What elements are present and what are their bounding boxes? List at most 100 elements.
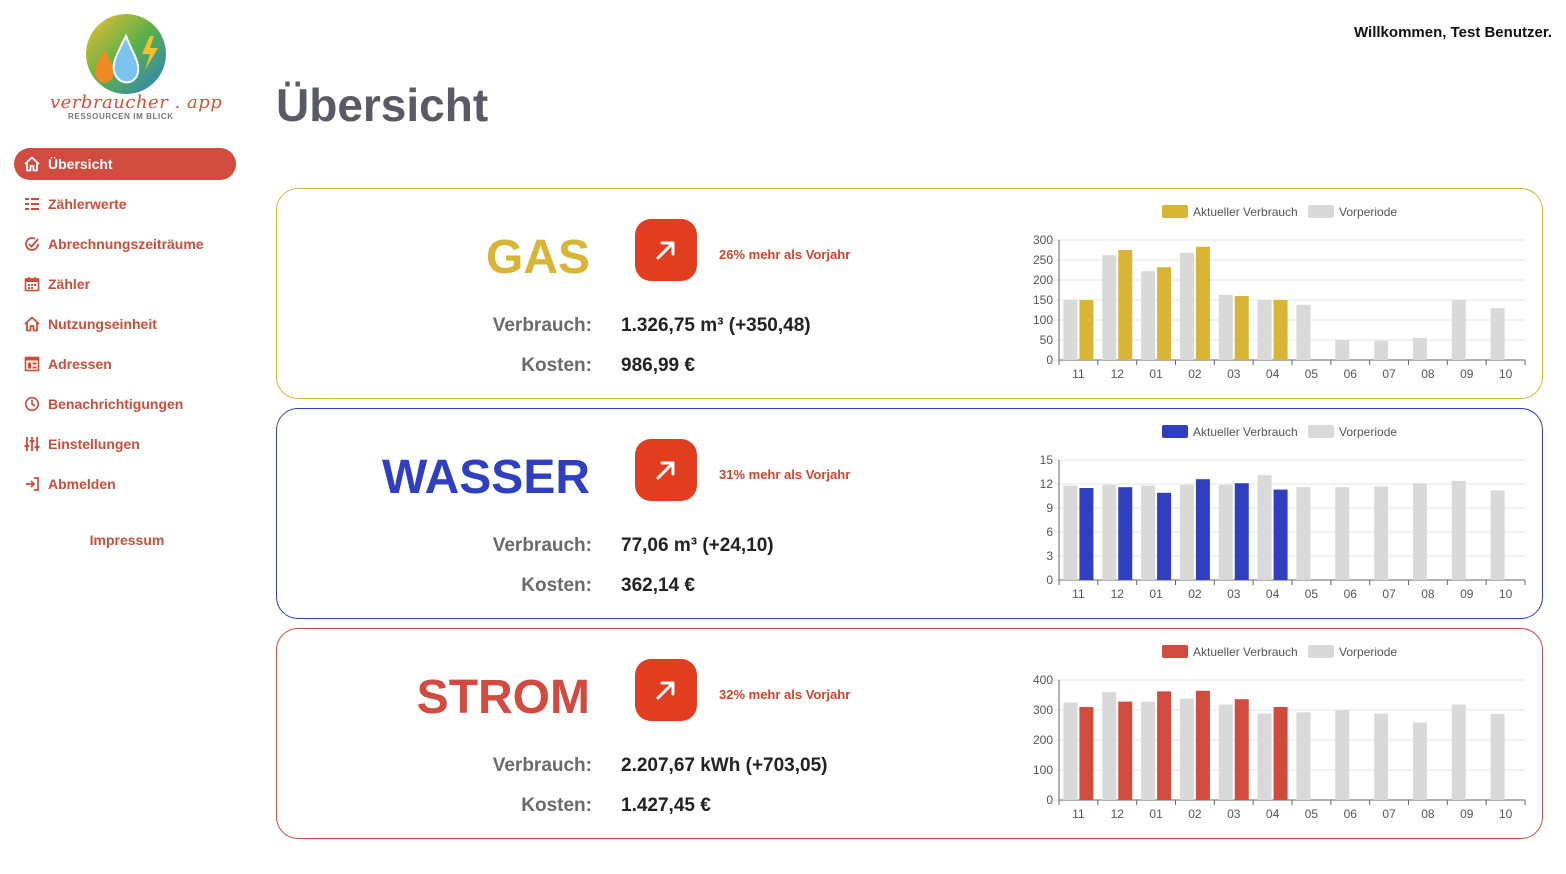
legend-swatch-current [1162,425,1188,438]
bar-previous [1102,692,1117,800]
x-tick-label: 02 [1188,587,1202,601]
y-tick-label: 200 [1033,273,1053,287]
bar-previous [1063,300,1078,360]
bar-current [1079,707,1094,800]
legend-label-previous: Vorperiode [1339,645,1397,659]
bar-previous [1218,704,1233,800]
clock-icon [24,396,40,412]
sidebar-item-zaehler[interactable]: Zähler [14,268,236,300]
page-title: Übersicht [276,79,489,131]
logo-drops-icon [86,14,166,94]
x-tick-label: 08 [1421,807,1435,821]
x-tick-label: 08 [1421,587,1435,601]
sidebar-item-uebersicht[interactable]: Übersicht [14,148,236,180]
bar-current [1079,488,1094,580]
strom-title: STROM [416,671,590,724]
gas-trend-button[interactable] [635,219,697,281]
bar-previous [1141,701,1156,800]
wasser-trend-button[interactable] [635,439,697,501]
sidebar-item-label: Nutzungseinheit [48,316,157,332]
strom-trend-button[interactable] [635,659,697,721]
gas-trend-text: 26% mehr als Vorjahr [719,247,851,262]
bar-previous [1257,300,1272,360]
legend-swatch-previous [1308,645,1334,658]
logo-name: verbraucher . app [50,92,223,113]
x-tick-label: 11 [1072,367,1085,381]
bar-previous [1296,304,1311,360]
wasser-kosten-label: Kosten: [521,575,592,596]
x-tick-label: 09 [1460,367,1474,381]
x-tick-label: 01 [1149,807,1163,821]
sidebar-item-adressen[interactable]: Adressen [14,348,236,380]
bar-current [1195,479,1210,580]
y-tick-label: 0 [1046,353,1053,367]
sidebar-item-nutzungseinheit[interactable]: Nutzungseinheit [14,308,236,340]
legend-label-previous: Vorperiode [1339,205,1397,219]
logout-icon [24,476,40,492]
bar-previous [1141,271,1156,360]
x-tick-label: 07 [1382,587,1396,601]
x-tick-label: 03 [1227,587,1241,601]
bar-previous [1063,485,1078,580]
gas-card: GAS 26% mehr als Vorjahr Verbrauch: 1.32… [276,188,1543,399]
legend-swatch-current [1162,205,1188,218]
strom-kosten-label: Kosten: [521,795,592,816]
y-tick-label: 300 [1033,233,1053,247]
y-tick-label: 50 [1040,333,1054,347]
bar-previous [1374,340,1389,360]
x-tick-label: 12 [1111,587,1125,601]
sidebar-item-abmelden[interactable]: Abmelden [14,468,236,500]
impressum-link[interactable]: Impressum [89,532,165,548]
wasser-kosten-value: 362,14 € [621,575,695,596]
bar-current [1079,300,1094,360]
chart-legend: Aktueller Verbrauch Vorperiode [1162,425,1397,439]
bar-previous [1141,485,1156,580]
y-tick-label: 400 [1033,673,1053,687]
wasser-verbrauch-value: 77,06 m³ (+24,10) [621,535,774,556]
x-tick-label: 12 [1111,807,1125,821]
x-tick-label: 10 [1499,367,1513,381]
sidebar-item-abrechnungszeitraeume[interactable]: Abrechnungszeiträume [14,228,236,260]
x-tick-label: 09 [1460,807,1474,821]
sidebar-item-einstellungen[interactable]: Einstellungen [14,428,236,460]
legend-label-current: Aktueller Verbrauch [1193,645,1298,659]
x-tick-label: 02 [1188,367,1202,381]
bar-current [1118,701,1133,800]
circle-check-icon [24,236,40,252]
arrow-up-right-icon [656,461,675,480]
bar-previous [1412,483,1427,580]
bar-current [1157,492,1172,580]
sidebar-item-label: Übersicht [48,156,113,172]
bar-previous [1451,704,1466,800]
bar-previous [1451,480,1466,580]
sidebar-item-benachrichtigungen[interactable]: Benachrichtigungen [14,388,236,420]
strom-chart: Aktueller Verbrauch Vorperiode 0 100 200 300 4… [1017,637,1537,833]
x-tick-label: 04 [1266,807,1280,821]
wasser-verbrauch-label: Verbrauch: [492,535,592,556]
welcome-message: Willkommen, Test Benutzer. [1354,24,1552,41]
gas-chart: Aktueller Verbrauch Vorperiode 0 50 100 150 20… [1017,197,1537,393]
bar-previous [1335,710,1350,800]
bar-previous [1374,486,1389,580]
bar-previous [1451,300,1466,360]
sidebar-item-zaehlerwerte[interactable]: Zählerwerte [14,188,236,220]
x-tick-label: 05 [1305,807,1319,821]
y-tick-label: 15 [1040,453,1054,467]
x-tick-label: 03 [1227,807,1241,821]
x-tick-label: 01 [1149,587,1163,601]
home-icon [24,316,40,332]
x-tick-label: 01 [1149,367,1163,381]
x-tick-label: 02 [1188,807,1202,821]
y-tick-label: 300 [1033,703,1053,717]
legend-label-current: Aktueller Verbrauch [1193,205,1298,219]
x-tick-label: 03 [1227,367,1241,381]
home-icon [24,156,40,172]
x-tick-label: 11 [1072,807,1085,821]
legend-swatch-previous [1308,425,1334,438]
bar-current [1157,267,1172,360]
y-tick-label: 9 [1046,501,1053,515]
x-tick-label: 07 [1382,807,1396,821]
bar-current [1273,707,1288,800]
gas-verbrauch-value: 1.326,75 m³ (+350,48) [621,315,811,336]
